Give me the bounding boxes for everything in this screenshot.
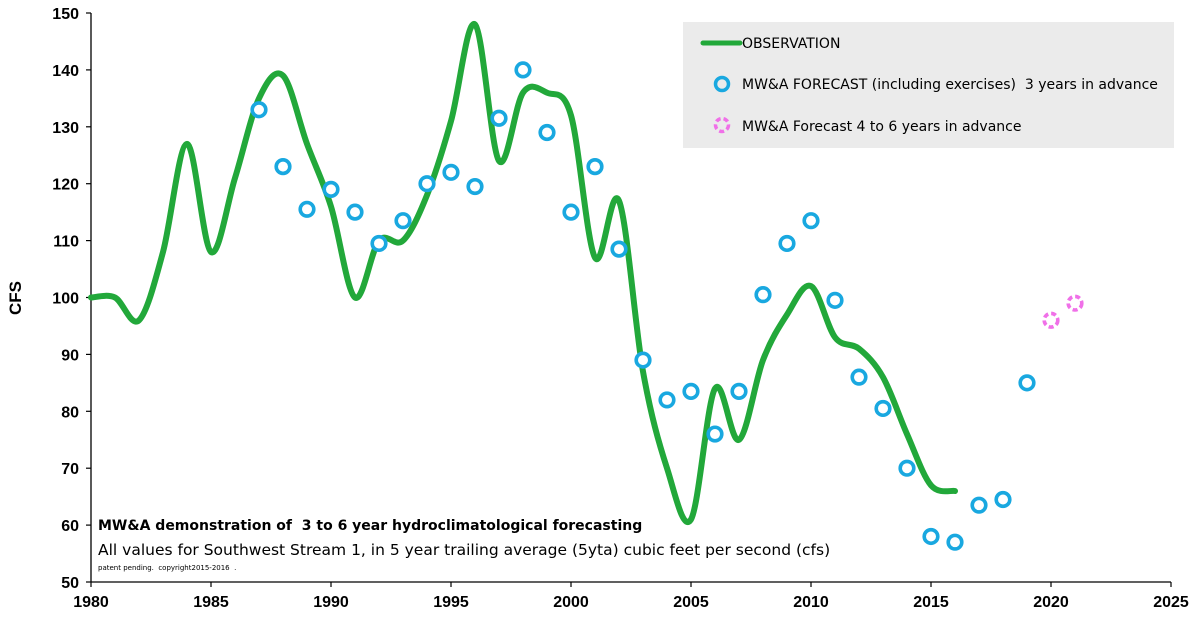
x-tick-label: 1990 xyxy=(313,594,349,611)
y-tick-label: 70 xyxy=(61,461,79,478)
forecast-point xyxy=(970,496,988,514)
forecast-point xyxy=(778,234,796,253)
forecast-point xyxy=(370,234,388,253)
x-tick-labels: 1980 1985 1990 1995 2000 2005 2010 2015 2020 2025 xyxy=(73,594,1189,611)
forecast-point xyxy=(946,533,964,551)
y-tick-label: 150 xyxy=(52,6,79,23)
legend: OBSERVATION MW&A FORECAST (including exe… xyxy=(683,22,1174,148)
forecast-point xyxy=(802,212,820,230)
forecast-long-point xyxy=(1066,294,1084,312)
forecast-point xyxy=(610,240,628,258)
forecast-long-markers xyxy=(1042,294,1084,329)
forecast-point xyxy=(322,180,340,198)
x-tick-label: 2010 xyxy=(793,594,829,611)
y-tick-label: 120 xyxy=(52,177,79,194)
forecast-point xyxy=(586,158,604,176)
legend-forecast-long-label: MW&A Forecast 4 to 6 years in advance xyxy=(742,119,1021,135)
forecast-point xyxy=(754,286,772,304)
x-tick-label: 2005 xyxy=(673,594,709,611)
x-tick-label: 1985 xyxy=(193,594,229,611)
forecast-markers xyxy=(250,61,1036,551)
y-tick-label: 130 xyxy=(52,120,79,137)
legend-forecast-long-swatch xyxy=(713,116,731,134)
annotation-title: MW&A demonstration of 3 to 6 year hydroc… xyxy=(98,518,642,534)
x-tick-label: 2025 xyxy=(1153,594,1189,611)
legend-forecast-label: MW&A FORECAST (including exercises) 3 ye… xyxy=(742,77,1158,93)
y-tick-label: 60 xyxy=(61,518,79,535)
y-tick-label: 90 xyxy=(61,347,79,364)
forecast-point xyxy=(682,382,700,400)
y-tick-labels: 50 60 70 80 90 100 110 120 130 140 150 xyxy=(52,6,79,592)
forecast-point xyxy=(898,459,916,477)
forecast-point xyxy=(706,425,724,443)
forecast-point xyxy=(274,158,292,176)
forecast-point xyxy=(346,203,364,221)
forecast-point xyxy=(730,382,748,400)
forecast-point xyxy=(658,391,676,409)
forecast-point xyxy=(442,163,460,181)
forecast-point xyxy=(922,527,940,546)
legend-box xyxy=(683,22,1174,148)
x-tick-label: 1995 xyxy=(433,594,469,611)
y-tick-label: 140 xyxy=(52,63,79,80)
annotation-subtitle: All values for Southwest Stream 1, in 5 … xyxy=(98,541,830,559)
observation-line xyxy=(88,21,958,525)
x-tick-label: 2000 xyxy=(553,594,589,611)
forecast-point xyxy=(490,109,508,127)
y-axis-label: CFS xyxy=(6,281,25,315)
legend-forecast-swatch xyxy=(713,75,731,93)
y-tick-label: 80 xyxy=(61,404,79,421)
forecast-point xyxy=(994,490,1012,509)
forecast-point xyxy=(562,203,580,221)
forecast-point xyxy=(1018,374,1036,392)
y-tick-label: 100 xyxy=(52,291,79,308)
x-tick-label: 2020 xyxy=(1033,594,1069,611)
x-tick-label: 2015 xyxy=(913,594,949,611)
forecast-point xyxy=(250,101,268,119)
y-tick-label: 110 xyxy=(53,234,79,251)
forecast-point xyxy=(418,175,436,193)
forecast-point xyxy=(850,368,868,386)
legend-observation-label: OBSERVATION xyxy=(742,36,840,52)
y-tick-label: 50 xyxy=(61,575,79,592)
x-tick-label: 1980 xyxy=(73,594,109,611)
forecast-point xyxy=(634,351,652,369)
forecast-point xyxy=(298,200,316,218)
forecast-long-point xyxy=(1042,311,1060,329)
forecast-point xyxy=(826,291,844,309)
forecast-point xyxy=(466,177,484,196)
forecast-point xyxy=(538,123,556,142)
forecast-point xyxy=(514,61,532,79)
forecast-point xyxy=(394,212,412,230)
forecast-point xyxy=(874,399,892,418)
annotation-copyright: patent pending. copyright2015-2016 . xyxy=(98,564,236,572)
